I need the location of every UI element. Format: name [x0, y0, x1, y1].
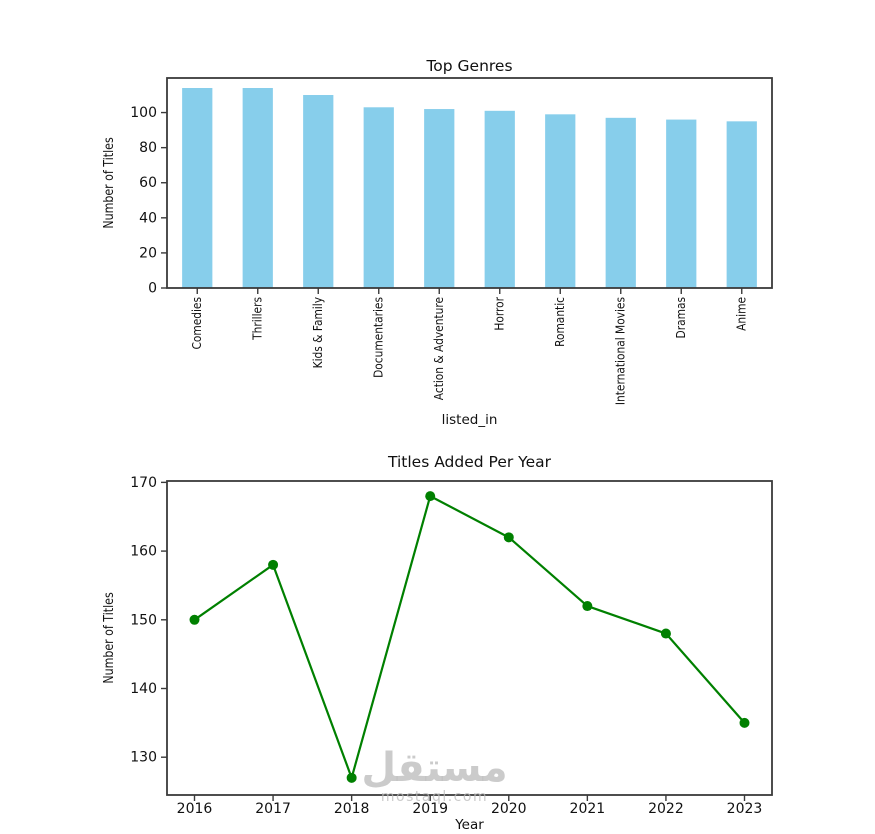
point-2022: [660, 628, 671, 639]
bar-chart: Top Genres Number of Titles listed_in 0 20 40…: [101, 57, 773, 428]
bar-chart-ylabel-text: Number of Titles: [101, 137, 116, 228]
line-chart-xlabel: Year: [454, 817, 484, 833]
y-tick-label: 130: [130, 750, 157, 766]
line-chart-axes-box: [166, 480, 773, 796]
x-tick-label-text: Kids & Family: [310, 297, 325, 369]
bar-comedies: [182, 88, 213, 288]
x-tick-label-thrillers: Thrillers: [249, 297, 264, 341]
x-tick-label-romantic: Romantic: [552, 297, 567, 347]
x-tick-label-text: Anime: [733, 297, 748, 331]
x-tick-label-text: Action & Adventure: [431, 297, 446, 400]
x-tick-label-international-movies: International Movies: [612, 297, 627, 405]
line-series: [193, 495, 746, 779]
bar-horror: [484, 110, 515, 289]
y-tick-label: 80: [139, 140, 157, 156]
line-chart-ylabel-text: Number of Titles: [101, 592, 116, 683]
x-tick-label-text: Documentaries: [370, 297, 385, 378]
bar-anime: [726, 121, 757, 288]
x-tick-label-text: Thrillers: [249, 297, 264, 341]
y-tick-label: 170: [130, 475, 157, 491]
bar-chart-title: Top Genres: [425, 57, 512, 75]
point-2023: [739, 717, 750, 728]
line-chart: Titles Added Per Year Number of Titles Yea…: [101, 453, 773, 833]
x-tick-label-2021: 2021: [570, 801, 606, 817]
x-tick-label-kids-family: Kids & Family: [310, 297, 325, 369]
x-tick-label-documentaries: Documentaries: [370, 297, 385, 378]
y-tick-label: 160: [130, 544, 157, 560]
x-tick-label-2017: 2017: [255, 801, 291, 817]
x-tick-label-comedies: Comedies: [189, 297, 204, 350]
bar-dramas: [666, 119, 697, 288]
y-tick-label: 140: [130, 681, 157, 697]
y-tick-label: 60: [139, 175, 157, 191]
x-tick-label-2016: 2016: [177, 801, 213, 817]
x-tick-label-text: Dramas: [673, 297, 688, 338]
x-tick-label-dramas: Dramas: [673, 297, 688, 338]
x-tick-label-2022: 2022: [648, 801, 684, 817]
bar-international-movies: [605, 117, 636, 289]
bar-action-adventure: [424, 109, 455, 288]
point-2021: [582, 601, 593, 612]
x-tick-label-anime: Anime: [733, 297, 748, 331]
x-tick-label-2018: 2018: [334, 801, 370, 817]
point-2020: [503, 532, 514, 543]
x-tick-label-2020: 2020: [491, 801, 527, 817]
y-tick-label: 150: [130, 612, 157, 628]
bar-romantic: [545, 114, 576, 288]
point-2018: [346, 772, 357, 783]
x-tick-label-action-adventure: Action & Adventure: [431, 297, 446, 400]
point-2019: [425, 491, 436, 502]
y-tick-label: 20: [139, 245, 157, 261]
bar-kids-family: [303, 95, 334, 288]
y-tick-label: 0: [148, 281, 157, 297]
x-tick-label-text: Romantic: [552, 297, 567, 347]
line-chart-title: Titles Added Per Year: [387, 453, 552, 471]
x-tick-label-horror: Horror: [491, 297, 506, 331]
x-tick-label-text: Horror: [491, 297, 506, 331]
x-tick-label-2019: 2019: [412, 801, 448, 817]
line-chart-ylabel: Number of Titles: [101, 592, 116, 683]
bar-chart-xlabel: listed_in: [442, 412, 498, 428]
point-2017: [268, 559, 279, 570]
point-2016: [189, 614, 200, 625]
y-tick-label: 100: [130, 105, 157, 121]
x-tick-label-text: Comedies: [189, 297, 204, 350]
y-tick-label: 40: [139, 210, 157, 226]
bar-chart-axes-box: [166, 77, 773, 289]
bar-thrillers: [242, 88, 273, 288]
x-tick-label-2023: 2023: [727, 801, 763, 817]
x-tick-label-text: International Movies: [612, 297, 627, 405]
bar-chart-ylabel: Number of Titles: [101, 137, 116, 228]
bar-documentaries: [363, 107, 394, 288]
